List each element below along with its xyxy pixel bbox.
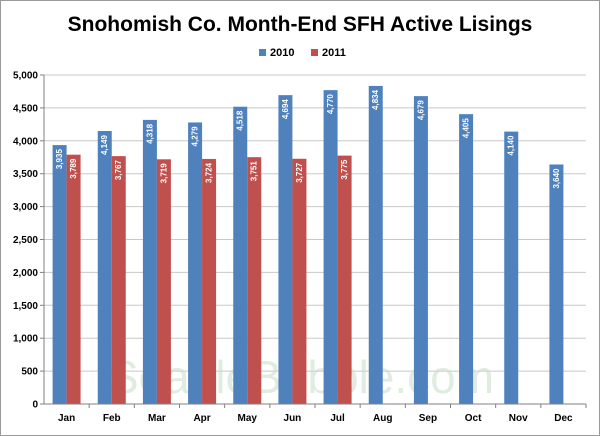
legend-label-2011: 2011 [322,47,346,59]
bar-data-label: 3,724 [205,162,214,183]
bar-2011-jun [292,158,307,404]
bar-data-label: 3,767 [114,160,123,181]
legend-label-2010: 2010 [270,47,294,59]
bar-2011-feb [111,156,126,404]
bar-2010-jun [278,95,293,404]
bar-2010-jul [323,90,338,404]
y-tick-label: 1,500 [13,301,38,312]
bar-data-label: 3,751 [250,161,259,182]
y-tick-label: 2,000 [13,268,38,279]
bar-2010-dec [549,164,564,404]
bar-data-label: 3,935 [55,149,64,170]
bar-data-label: 4,770 [326,94,335,115]
y-tick-label: 3,000 [13,202,38,213]
bar-data-label: 4,518 [236,110,245,131]
bar-2011-may [247,157,262,404]
bar-2010-nov [504,131,519,404]
x-tick-label: Sep [419,413,437,424]
bar-data-label: 3,719 [159,163,168,184]
bar-2010-feb [97,130,112,405]
bar-2010-aug [368,85,383,405]
x-axis-ticks: Jan Feb Mar Apr May Jun Jul Aug Sep Oct Nov Dec [58,404,587,424]
x-tick-label: May [238,413,258,424]
x-tick-label: Nov [509,413,528,424]
bar-2011-jan [66,154,81,404]
y-axis-ticks: 0 500 1,000 1,500 2,000 2,500 3,000 3,500 4,000 4… [13,71,44,411]
x-tick-label: Jul [330,413,345,424]
bar-data-label: 4,318 [145,123,154,144]
bar-2010-apr [188,122,203,404]
bar-2011-jul [337,155,352,404]
y-tick-label: 1,000 [13,334,38,345]
x-tick-label: Apr [193,413,210,424]
x-tick-label: Jan [58,413,75,424]
chart-title: Snohomish Co. Month-End SFH Active Lisin… [68,13,533,36]
bar-2010-sep [413,96,428,405]
bar-data-label: 4,694 [281,99,290,120]
x-tick-label: Dec [554,413,573,424]
legend-swatch-2010 [259,49,266,56]
bar-data-label: 4,279 [191,126,200,147]
y-tick-label: 4,500 [13,103,38,114]
y-tick-label: 500 [21,367,38,378]
x-tick-label: Mar [148,413,166,424]
y-tick-label: 4,000 [13,136,38,147]
bar-data-label: 4,140 [507,135,516,156]
bar-2010-may [233,106,248,404]
x-tick-label: Jun [284,413,302,424]
bar-data-label: 3,789 [69,158,78,179]
bar-2010-jan [52,145,67,404]
bar-data-label: 3,775 [340,159,349,180]
bar-data-label: 3,640 [552,168,561,189]
bar-2011-apr [202,158,217,404]
y-tick-label: 2,500 [13,235,38,246]
y-tick-label: 3,500 [13,169,38,180]
legend: 2010 2011 [259,47,346,59]
x-tick-label: Feb [103,413,121,424]
bar-data-label: 4,405 [462,118,471,139]
y-tick-label: 5,000 [13,71,38,82]
y-tick-label: 0 [32,400,38,411]
legend-swatch-2011 [311,49,318,56]
bars: 3,935 3,789 4,149 3,767 4,318 3,719 4,279 3,724… [52,85,564,405]
x-tick-label: Oct [465,413,482,424]
x-tick-label: Aug [373,413,392,424]
bar-2010-oct [459,114,474,404]
gridlines [44,74,586,405]
bar-2011-mar [156,159,171,404]
bar-2010-mar [142,119,157,404]
bar-data-label: 3,727 [295,162,304,183]
bar-data-label: 4,679 [416,100,425,121]
bar-data-label: 4,149 [100,134,109,155]
bar-data-label: 4,834 [371,89,380,110]
